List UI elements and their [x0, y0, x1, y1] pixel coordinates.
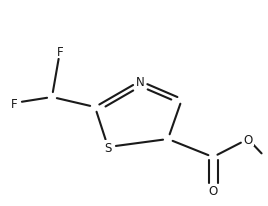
Text: F: F: [11, 97, 17, 110]
Text: O: O: [209, 185, 218, 198]
Text: O: O: [243, 133, 253, 146]
Text: F: F: [57, 45, 63, 58]
Text: N: N: [136, 75, 144, 88]
Text: S: S: [104, 141, 112, 154]
